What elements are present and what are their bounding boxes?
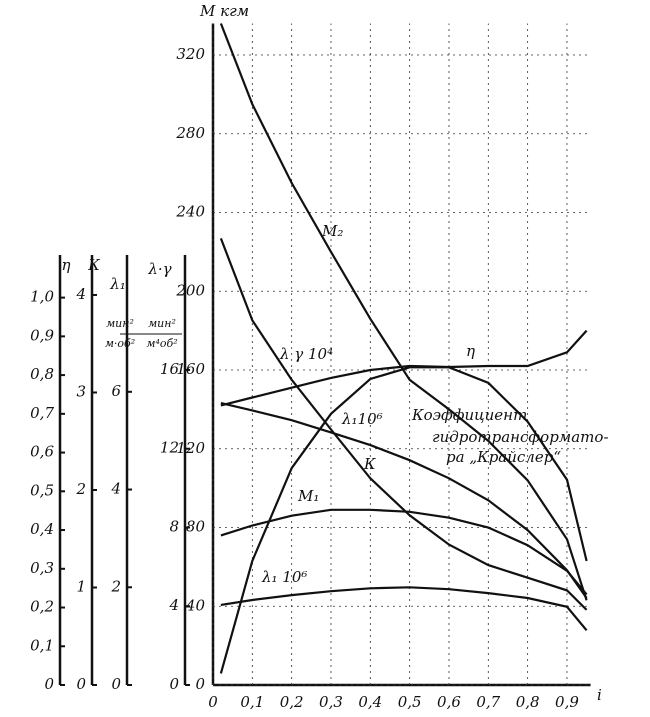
series-label: M₁: [297, 487, 319, 505]
y-tick-label: 160: [176, 360, 205, 378]
y4-units: мин²: [106, 317, 134, 330]
x-tick-label: 0,2: [280, 693, 304, 711]
y-axis-label: M кгм: [199, 2, 249, 20]
x-tick-label: 0,9: [555, 693, 579, 711]
x-tick-label: 0,8: [516, 693, 540, 711]
series-label: К: [363, 455, 376, 473]
annotation: Коэффициент: [411, 406, 527, 424]
y-tick-label: 280: [175, 124, 205, 142]
y2-tick-label: 0,5: [30, 481, 54, 499]
y5-tick-label: 16: [160, 360, 180, 378]
series-label: η: [466, 342, 475, 360]
y3-tick-label: 0: [76, 675, 86, 693]
series-label: λ₁ 10⁶: [261, 568, 307, 586]
y-tick-label: 80: [186, 518, 206, 536]
y2-tick-label: 0: [44, 675, 54, 693]
series-line: [220, 402, 588, 599]
series-line: [220, 586, 588, 632]
x-tick-label: 0,4: [358, 693, 382, 711]
y5-tick-label: 8: [169, 517, 179, 535]
y5-units: м⁴об²: [146, 337, 177, 350]
x-tick-label: 0,3: [319, 693, 343, 711]
y2-tick-label: 0,3: [30, 559, 54, 577]
y4-tick-label: 6: [111, 382, 121, 400]
y-tick-label: 120: [176, 439, 205, 457]
y4-tick-label: 0: [111, 675, 121, 693]
y5-axis-label: λ·γ: [147, 260, 171, 278]
y2-tick-label: 1,0: [30, 288, 54, 306]
y-tick-label: 40: [185, 596, 206, 614]
y4-tick-label: 2: [110, 577, 121, 595]
y4-units: м·об²: [105, 337, 135, 350]
series-label: M₂: [321, 222, 343, 240]
y5-tick-label: 4: [168, 596, 179, 614]
series-line: [220, 508, 588, 596]
y3-axis-label: К: [87, 256, 100, 274]
y5-tick-label: 0: [169, 675, 179, 693]
x-tick-label: 0,6: [437, 693, 461, 711]
y-tick-label: 0: [195, 675, 205, 693]
y-tick-label: 240: [175, 203, 205, 221]
y2-tick-label: 0,4: [30, 520, 54, 538]
y2-tick-label: 0,7: [30, 404, 54, 422]
series-line: [219, 23, 588, 601]
series-label: λ γ 10⁴: [279, 345, 333, 363]
x-tick-label: 0,7: [476, 693, 500, 711]
x-tick-label: 0,1: [240, 693, 264, 711]
y4-tick-label: 4: [110, 480, 121, 498]
x-tick-label: 0: [208, 693, 218, 711]
y-tick-label: 320: [176, 45, 205, 63]
x-axis-label: i: [597, 686, 602, 704]
y5-units: мин²: [148, 317, 176, 330]
series-line: [219, 238, 588, 611]
y4-axis-label: λ₁: [109, 275, 126, 293]
y3-tick-label: 3: [76, 382, 86, 400]
y2-tick-label: 0,6: [30, 443, 54, 461]
y2-tick-label: 0,8: [30, 365, 54, 383]
y3-tick-label: 1: [76, 577, 86, 595]
x-tick-label: 0,5: [398, 693, 422, 711]
series-label: λ₁10⁶: [341, 410, 383, 428]
y3-tick-label: 2: [75, 480, 86, 498]
series-line: [220, 329, 588, 407]
y2-axis-label: η: [62, 256, 71, 274]
y-tick-label: 200: [175, 281, 205, 299]
y2-tick-label: 0,1: [30, 636, 54, 654]
y2-tick-label: 0,2: [30, 598, 54, 616]
series-line: [219, 366, 588, 674]
y5-tick-label: 12: [160, 439, 179, 457]
y2-tick-label: 0,9: [30, 326, 54, 344]
y3-tick-label: 4: [75, 285, 86, 303]
annotation: гидротрансформато-: [432, 428, 609, 446]
